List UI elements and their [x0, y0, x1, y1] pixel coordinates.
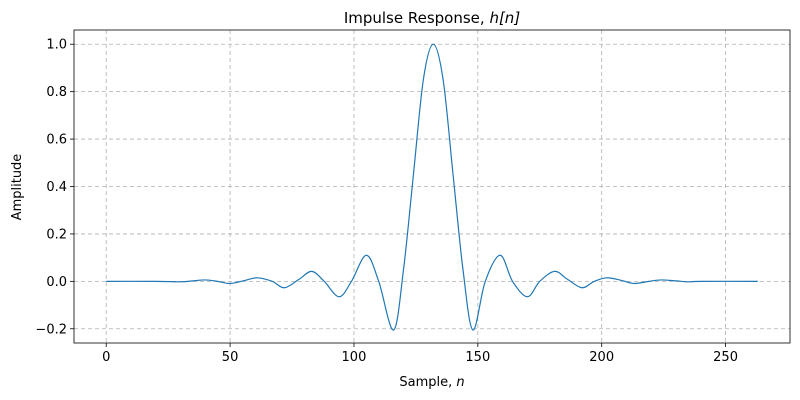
- y-axis-label: Amplitude: [10, 154, 25, 221]
- x-tick-label: 150: [465, 350, 490, 365]
- x-tick-label: 0: [102, 350, 110, 365]
- y-tick-label: 0.0: [46, 275, 67, 290]
- chart-title-prefix: Impulse Response,: [344, 9, 490, 27]
- chart-title-math: h[n]: [489, 9, 520, 27]
- x-axis-label-prefix: Sample,: [399, 375, 456, 390]
- x-tick-label: 200: [589, 350, 614, 365]
- x-axis-label-math: n: [456, 375, 464, 390]
- tick-layer: 0 50 100 150 200 250 −0.2 0.0 0.2 0.4 0.6 0.8 1.0: [35, 38, 738, 365]
- y-tick-label: 0.8: [46, 85, 67, 100]
- chart-title: Impulse Response, h[n]: [344, 9, 520, 27]
- impulse-response-line: [106, 43, 758, 331]
- y-tick-label: 0.2: [46, 227, 67, 242]
- x-tick-label: 250: [713, 350, 738, 365]
- y-tick-label: 0.4: [46, 180, 67, 195]
- grid-layer: [74, 30, 790, 343]
- x-tick-label: 100: [342, 350, 367, 365]
- x-axis-label: Sample, n: [399, 375, 464, 390]
- y-tick-label: 1.0: [46, 38, 67, 53]
- y-tick-label: −0.2: [35, 322, 67, 337]
- y-tick-label: 0.6: [46, 133, 67, 148]
- x-tick-label: 50: [222, 350, 239, 365]
